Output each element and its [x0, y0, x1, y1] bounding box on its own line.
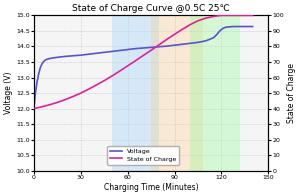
Y-axis label: State of Charge: State of Charge [287, 63, 296, 123]
Voltage [35, 81, 39, 83]
State of Charge [40, 106, 44, 108]
Voltage [224, 26, 228, 28]
State of Charge [118, 70, 122, 72]
State of Charge [235, 14, 239, 16]
State of Charge [220, 14, 223, 16]
Voltage [34, 92, 37, 94]
Voltage [63, 55, 67, 58]
State of Charge [110, 75, 114, 77]
Voltage [41, 61, 45, 63]
State of Charge [87, 88, 90, 90]
Voltage [221, 27, 225, 30]
Voltage [149, 46, 153, 49]
State of Charge [134, 60, 137, 62]
Voltage [243, 25, 247, 28]
State of Charge [126, 65, 129, 67]
Voltage [188, 42, 192, 44]
Voltage [134, 47, 137, 50]
Voltage [32, 107, 36, 110]
Voltage [251, 25, 254, 28]
Voltage [56, 56, 59, 59]
State of Charge [32, 107, 36, 110]
State of Charge [102, 80, 106, 82]
Voltage [51, 57, 54, 59]
State of Charge [141, 54, 145, 57]
State of Charge [149, 49, 153, 52]
Voltage [40, 63, 44, 66]
Voltage [232, 25, 236, 28]
Voltage [196, 41, 200, 44]
Voltage [48, 57, 51, 60]
Voltage [235, 25, 239, 28]
State of Charge [196, 20, 200, 22]
State of Charge [63, 98, 67, 101]
State of Charge [251, 14, 254, 16]
Legend: Voltage, State of Charge: Voltage, State of Charge [107, 146, 179, 165]
Voltage [212, 37, 215, 39]
State of Charge [204, 17, 208, 19]
Line: Voltage: Voltage [34, 26, 253, 109]
Voltage [38, 67, 42, 69]
Voltage [165, 45, 169, 47]
State of Charge [217, 15, 220, 17]
State of Charge [48, 104, 51, 106]
Voltage [43, 59, 46, 62]
Voltage [102, 51, 106, 54]
Voltage [248, 25, 251, 28]
Voltage [227, 26, 231, 28]
State of Charge [79, 92, 83, 94]
Voltage [94, 52, 98, 54]
State of Charge [212, 15, 215, 18]
Voltage [173, 44, 176, 46]
Voltage [71, 55, 75, 57]
State of Charge [243, 14, 247, 16]
Voltage [141, 47, 145, 49]
Voltage [157, 46, 161, 48]
Voltage [110, 50, 114, 53]
State of Charge [56, 101, 59, 104]
State of Charge [223, 14, 226, 16]
Voltage [215, 34, 218, 36]
State of Charge [157, 44, 161, 46]
Voltage [204, 40, 208, 42]
Title: State of Charge Curve @0.5C 25℃: State of Charge Curve @0.5C 25℃ [72, 4, 230, 13]
Voltage [45, 58, 48, 61]
State of Charge [94, 84, 98, 86]
State of Charge [173, 33, 176, 35]
Voltage [181, 43, 184, 45]
Voltage [37, 73, 40, 76]
Y-axis label: Voltage (V): Voltage (V) [4, 72, 13, 114]
Voltage [87, 53, 90, 55]
Bar [190, 15, 240, 171]
State of Charge [165, 38, 169, 41]
Voltage [218, 30, 222, 32]
Line: State of Charge: State of Charge [34, 15, 253, 109]
State of Charge [227, 14, 231, 16]
Voltage [240, 25, 244, 28]
Bar [112, 15, 159, 171]
State of Charge [71, 95, 75, 98]
Voltage [126, 48, 129, 51]
X-axis label: Charging Time (Minutes): Charging Time (Minutes) [104, 183, 198, 192]
State of Charge [181, 28, 184, 31]
Bar [151, 15, 202, 171]
Voltage [79, 54, 83, 56]
State of Charge [188, 24, 192, 26]
Voltage [118, 49, 122, 52]
